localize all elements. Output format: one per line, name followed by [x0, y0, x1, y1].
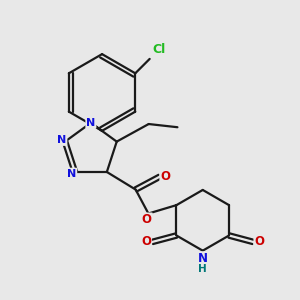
- Text: Cl: Cl: [153, 43, 166, 56]
- Text: N: N: [86, 118, 95, 128]
- Text: N: N: [57, 135, 67, 145]
- Text: O: O: [160, 170, 170, 183]
- Text: O: O: [141, 236, 151, 248]
- Text: N: N: [67, 169, 76, 178]
- Text: O: O: [142, 213, 152, 226]
- Text: O: O: [254, 236, 264, 248]
- Text: N: N: [198, 252, 208, 265]
- Text: H: H: [198, 264, 207, 274]
